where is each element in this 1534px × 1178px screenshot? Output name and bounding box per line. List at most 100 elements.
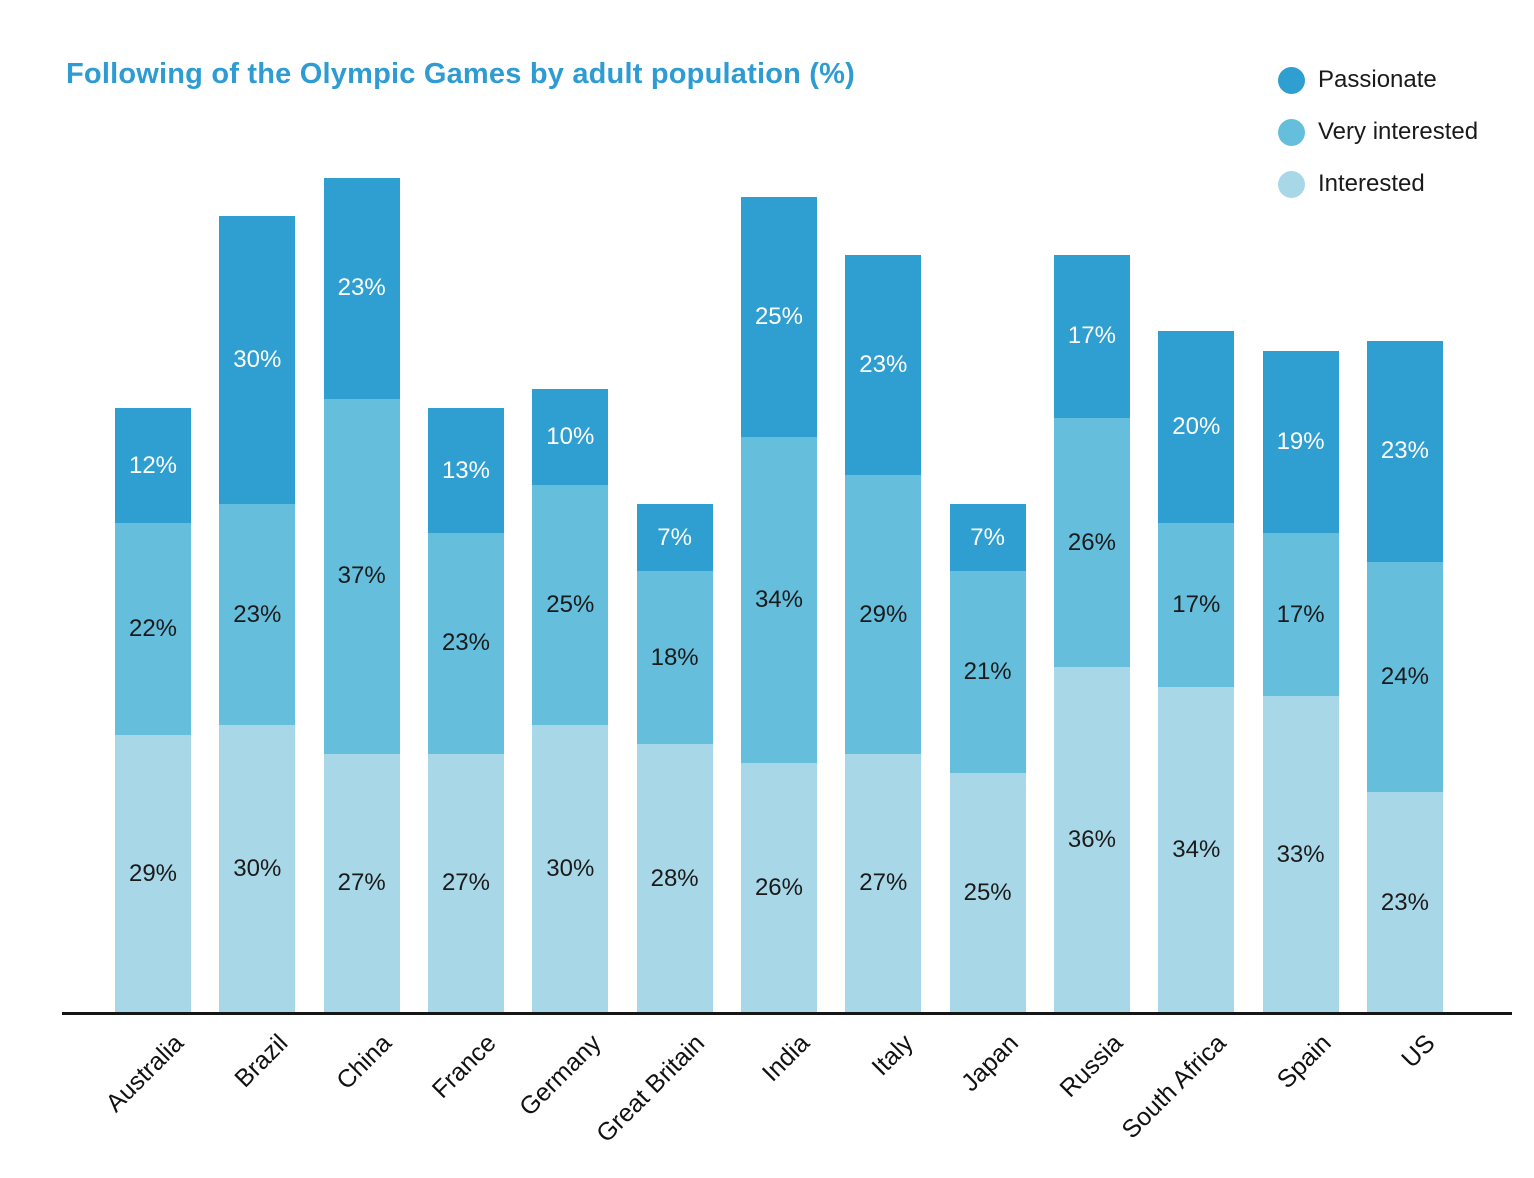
category-label: Italy [866,1029,920,1082]
bar-france: 27% 23% 13% France [427,408,504,1104]
segment-value-label: 17% [1172,591,1221,619]
bar-us: 23% 24% 23% US [1366,341,1443,1073]
bar-germany: 30% 25% 10% Germany [514,389,609,1121]
category-label: Australia [100,1029,189,1118]
bar-segment-very-interested: 25% [532,485,609,725]
segment-value-label: 30% [233,855,282,882]
bar-great-britain: 28% 18% 7% Great Britain [591,504,713,1148]
legend-label: Interested [1318,170,1425,197]
segment-value-label: 24% [1380,663,1429,690]
legend-item-passionate: Passionate [1278,66,1478,94]
bar-segment-passionate: 10% [532,389,609,485]
legend: Passionate Very interested Interested [1278,66,1478,222]
bar-segment-very-interested: 17% [1262,533,1339,697]
bar-segment-interested: 27% [427,753,504,1013]
bar-segment-passionate: 17% [1053,254,1130,418]
segment-value-label: 7% [657,523,692,551]
bar-russia: 36% 26% 17% Russia [1053,254,1130,1103]
bar-segment-interested: 36% [1053,667,1130,1013]
segment-value-label: 10% [546,423,595,450]
bar-segment-interested: 30% [219,725,296,1013]
segment-value-label: 25% [963,879,1012,906]
bar-segment-passionate: 19% [1262,350,1339,534]
segment-value-label: 18% [650,643,699,671]
bar-segment-passionate: 30% [219,216,296,505]
segment-value-label: 23% [441,629,490,657]
segment-value-label: 25% [546,591,595,618]
bar-segment-very-interested: 34% [740,437,817,764]
segment-value-label: 20% [1172,413,1221,441]
segment-value-label: 30% [233,346,282,374]
segment-value-label: 13% [441,456,490,484]
bar-segment-very-interested: 17% [1158,523,1235,687]
segment-value-label: 12% [128,451,178,479]
legend-item-very-interested: Very interested [1278,118,1478,146]
segment-value-label: 19% [1276,427,1325,455]
segment-value-label: 26% [754,874,803,902]
category-label: Great Britain [591,1029,711,1149]
category-label: France [426,1029,502,1104]
segment-value-label: 34% [1172,835,1221,863]
legend-item-interested: Interested [1278,170,1478,198]
bar-segment-very-interested: 24% [1366,561,1443,793]
segment-value-label: 27% [441,869,490,897]
segment-value-label: 28% [650,864,699,892]
bar-segment-passionate: 20% [1158,331,1235,524]
segment-value-label: 23% [859,351,908,379]
bar-segment-very-interested: 26% [1053,417,1130,668]
bar-segment-interested: 33% [1262,696,1339,1013]
bar-segment-interested: 26% [740,763,817,1013]
bar-segment-passionate: 23% [323,177,400,399]
segment-value-label: 29% [859,600,908,628]
bar-segment-very-interested: 21% [949,571,1026,773]
segment-value-label: 23% [233,600,282,628]
segment-value-label: 33% [1276,840,1325,868]
segment-value-label: 27% [859,869,908,897]
segment-value-label: 27% [337,869,386,897]
segment-value-label: 23% [337,274,386,302]
chart-title: Following of the Olympic Games by adult … [66,58,855,90]
bar-segment-very-interested: 23% [219,504,296,725]
bar-segment-passionate: 23% [1366,341,1443,562]
category-label: Russia [1053,1029,1128,1103]
bar-segment-interested: 23% [1366,792,1443,1013]
category-label: South Africa [1116,1029,1233,1145]
bar-brazil: 30% 23% 30% Brazil [219,216,296,1093]
bar-segment-very-interested: 37% [323,398,400,754]
legend-swatch-icon [1278,170,1305,198]
segment-value-label: 25% [754,303,803,331]
segment-value-label: 34% [754,586,803,614]
bar-segment-interested: 25% [949,773,1026,1013]
segment-value-label: 30% [546,855,595,882]
segment-value-label: 17% [1276,600,1325,628]
bar-segment-passionate: 7% [949,504,1026,572]
segment-value-label: 36% [1067,826,1116,854]
category-label: Brazil [229,1029,294,1094]
category-label: China [331,1029,398,1095]
bar-china: 27% 37% 23% China [323,177,400,1095]
x-axis-line [62,1012,1512,1015]
bar-segment-passionate: 7% [636,504,713,572]
plot-area: 29% 22% 12% Australia 30% 23% 30% Brazil 27% 37% 2… [100,0,1443,1148]
category-label: Spain [1271,1029,1337,1095]
bar-spain: 33% 17% 19% Spain [1262,350,1339,1094]
category-label: Germany [513,1029,607,1122]
legend-label: Passionate [1318,66,1437,93]
segment-value-label: 23% [1380,888,1429,916]
segment-value-label: 22% [128,615,178,643]
category-label: India [756,1029,815,1088]
bar-segment-interested: 34% [1158,686,1235,1013]
bar-segment-interested: 28% [636,744,713,1013]
bar-segment-passionate: 13% [427,408,504,534]
legend-swatch-icon [1278,66,1305,94]
bar-south-africa: 34% 17% 20% South Africa [1117,331,1235,1144]
bar-segment-interested: 27% [323,753,400,1013]
bar-segment-interested: 29% [115,734,191,1013]
bar-india: 26% 34% 25% India [740,197,817,1087]
segment-value-label: 7% [970,523,1005,551]
bar-segment-very-interested: 18% [636,571,713,745]
segment-value-label: 23% [1380,437,1429,465]
bar-segment-very-interested: 23% [427,533,504,754]
bar-segment-very-interested: 22% [115,523,191,735]
